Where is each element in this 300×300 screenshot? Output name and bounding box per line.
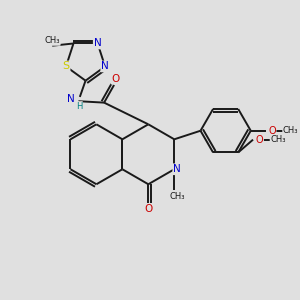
Text: O: O (144, 204, 152, 214)
Text: O: O (111, 74, 120, 84)
Text: CH₃: CH₃ (270, 135, 286, 144)
Text: CH₃: CH₃ (44, 36, 60, 45)
Text: O: O (268, 126, 276, 136)
Text: O: O (256, 135, 263, 145)
Text: N: N (173, 164, 181, 174)
Text: N: N (94, 38, 101, 49)
Text: S: S (62, 61, 70, 71)
Text: CH₃: CH₃ (283, 126, 298, 135)
Text: N: N (101, 61, 109, 71)
Text: CH₃: CH₃ (169, 192, 185, 201)
Text: H: H (76, 102, 82, 111)
Text: N: N (67, 94, 74, 104)
